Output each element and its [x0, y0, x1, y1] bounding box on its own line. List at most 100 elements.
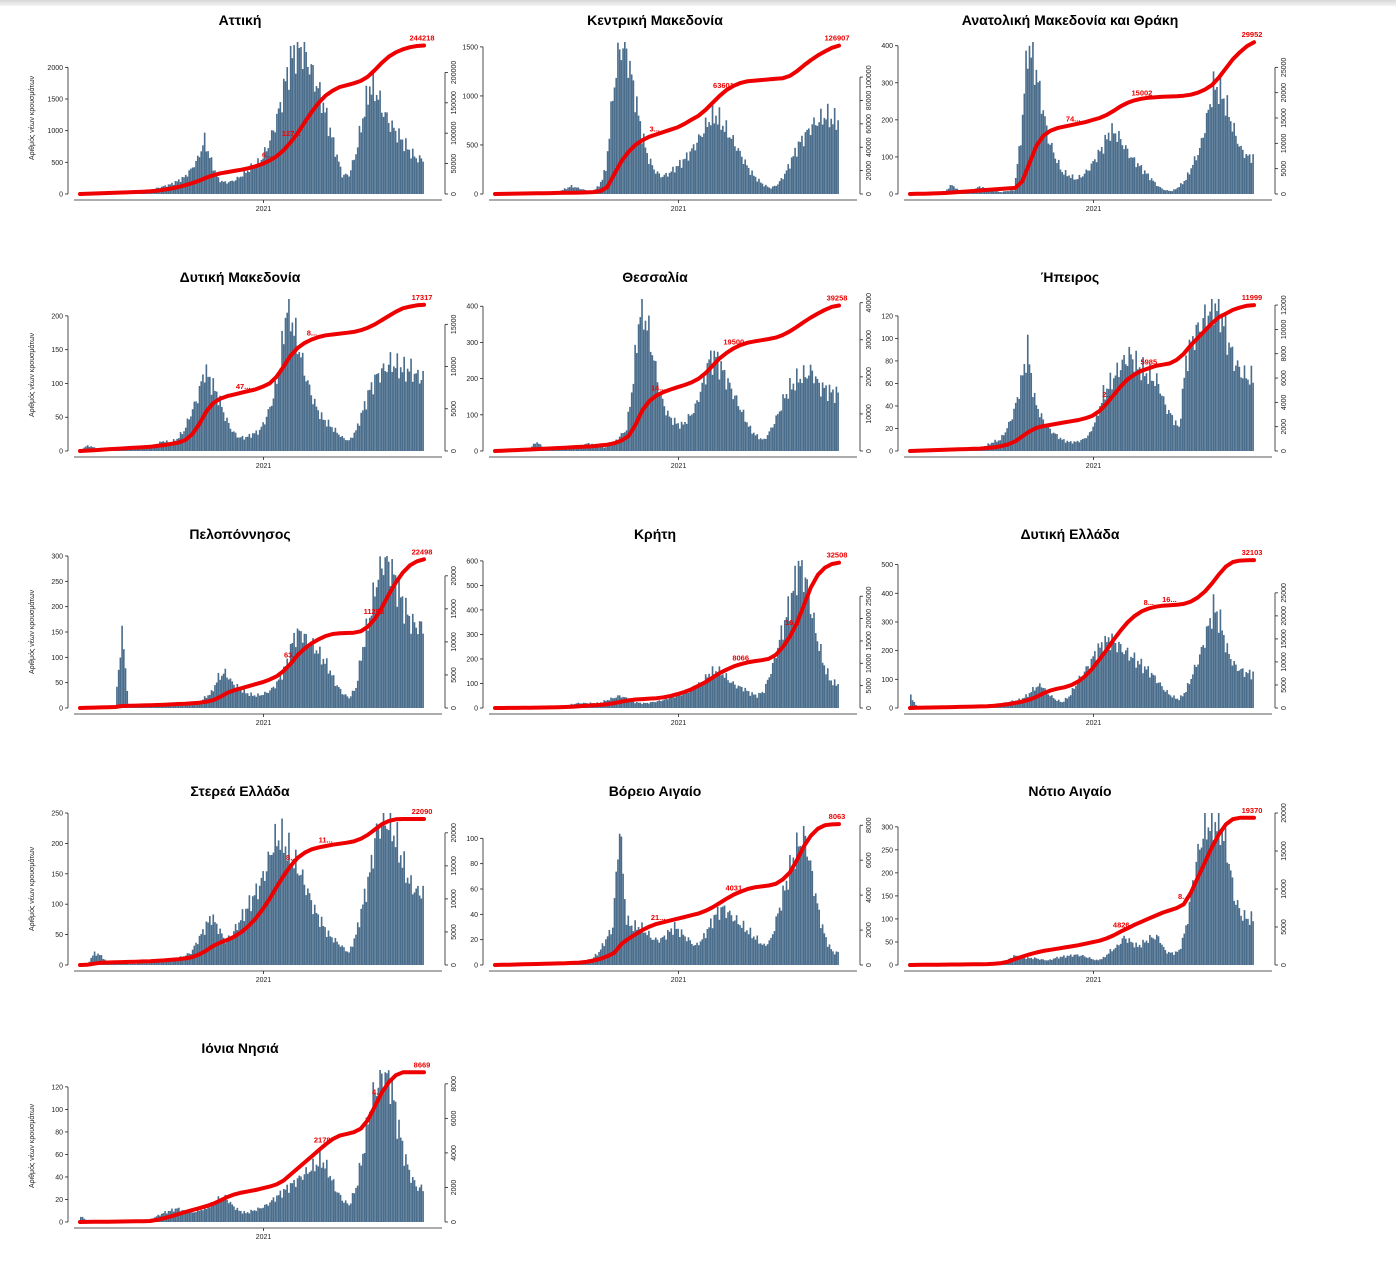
daily-case-bar [323, 659, 325, 708]
daily-case-bar [748, 427, 750, 451]
daily-case-bar [836, 951, 838, 965]
daily-case-bar [1252, 921, 1254, 965]
daily-case-bar [607, 446, 609, 451]
daily-case-bar [1123, 936, 1125, 965]
daily-case-bar [1044, 116, 1046, 194]
daily-case-bar [746, 930, 748, 965]
daily-case-bar [818, 910, 820, 965]
daily-case-bar [652, 940, 654, 965]
daily-case-bar [1228, 343, 1230, 451]
daily-case-bar [720, 675, 722, 708]
daily-case-bar [803, 146, 805, 194]
daily-case-bar [717, 676, 719, 708]
left-tick-label: 0 [889, 706, 893, 713]
curve-annotation: 4826 [1113, 920, 1130, 929]
daily-case-bar [207, 151, 209, 194]
chart-svg: 0100200300400500600050001000015000200002… [435, 522, 875, 772]
daily-case-bar [1120, 944, 1122, 965]
daily-case-bar [333, 942, 335, 965]
daily-case-bar [1097, 416, 1099, 451]
daily-case-bar [1125, 145, 1127, 194]
daily-case-bar [151, 963, 153, 965]
daily-case-bar [1018, 399, 1020, 451]
daily-case-bar [622, 48, 624, 194]
daily-case-bar [252, 1211, 254, 1222]
daily-case-bar [224, 181, 226, 194]
daily-case-bar [188, 1213, 190, 1222]
daily-case-bar [1146, 941, 1148, 965]
daily-case-bar [774, 186, 776, 194]
daily-case-bar [1073, 689, 1075, 708]
daily-case-bar [1177, 952, 1179, 965]
daily-case-bar [314, 905, 316, 965]
daily-case-bar [371, 382, 373, 451]
daily-case-bar [605, 939, 607, 965]
daily-case-bar [1190, 679, 1192, 708]
daily-case-bar [1127, 943, 1129, 965]
daily-case-bar [648, 164, 650, 194]
daily-case-bar [1194, 350, 1196, 451]
daily-case-bar [353, 1193, 355, 1222]
daily-case-bar [379, 383, 381, 451]
daily-case-bar [1244, 158, 1246, 194]
daily-case-bar [830, 119, 832, 194]
left-tick-label: 200 [51, 604, 63, 611]
daily-case-bar [805, 836, 807, 965]
daily-case-bar [316, 407, 318, 451]
daily-case-bar [1228, 654, 1230, 708]
daily-case-bar [310, 644, 312, 708]
daily-case-bar [1173, 189, 1175, 194]
daily-case-bar [725, 120, 727, 194]
daily-case-bar [793, 858, 795, 965]
daily-case-bar [293, 633, 295, 708]
daily-case-bar [732, 921, 734, 965]
daily-case-bar [621, 60, 623, 194]
daily-case-bar [1041, 959, 1043, 965]
daily-case-bar [398, 1120, 400, 1222]
daily-case-bar [664, 175, 666, 194]
daily-case-bar [292, 860, 294, 965]
curve-annotation: 16... [785, 618, 800, 627]
daily-case-bar [231, 681, 233, 708]
daily-case-bar [1168, 694, 1170, 708]
x-tick-label: 2021 [671, 463, 687, 470]
daily-case-bar [1120, 370, 1122, 451]
daily-case-bar [1244, 365, 1246, 451]
daily-case-bar [1249, 670, 1251, 708]
daily-case-bar [1233, 901, 1235, 965]
bars-group [910, 813, 1254, 965]
daily-case-bar [1085, 957, 1087, 965]
daily-case-bar [307, 380, 309, 451]
daily-case-bar [388, 830, 390, 965]
daily-case-bar [243, 1211, 245, 1222]
daily-case-bar [343, 947, 345, 965]
daily-case-bar [1089, 671, 1091, 708]
daily-case-bar [679, 429, 681, 451]
daily-case-bar [338, 1193, 340, 1222]
daily-case-bar [633, 701, 635, 708]
daily-case-bar [1196, 667, 1198, 708]
daily-case-bar [669, 417, 671, 451]
daily-case-bar [395, 847, 397, 965]
daily-case-bar [1151, 178, 1153, 194]
daily-case-bar [383, 363, 385, 451]
daily-case-bar [700, 136, 702, 194]
left-tick-label: 80 [885, 358, 893, 365]
curve-annotation: 8... [1178, 892, 1188, 901]
daily-case-bar [815, 376, 817, 451]
daily-case-bar [1128, 347, 1130, 451]
daily-case-bar [1147, 384, 1149, 451]
daily-case-bar [223, 674, 225, 708]
daily-case-bar [719, 920, 721, 965]
daily-case-bar [1108, 954, 1110, 965]
left-tick-label: 0 [59, 449, 63, 456]
daily-case-bar [212, 914, 214, 965]
daily-case-bar [701, 939, 703, 965]
daily-case-bar [657, 940, 659, 965]
daily-case-bar [352, 160, 354, 194]
chart-svg: 0501001502002503000500010000150002000020… [20, 522, 460, 772]
daily-case-bar [223, 182, 225, 194]
daily-case-bar [345, 694, 347, 708]
daily-case-bar [1006, 428, 1008, 451]
